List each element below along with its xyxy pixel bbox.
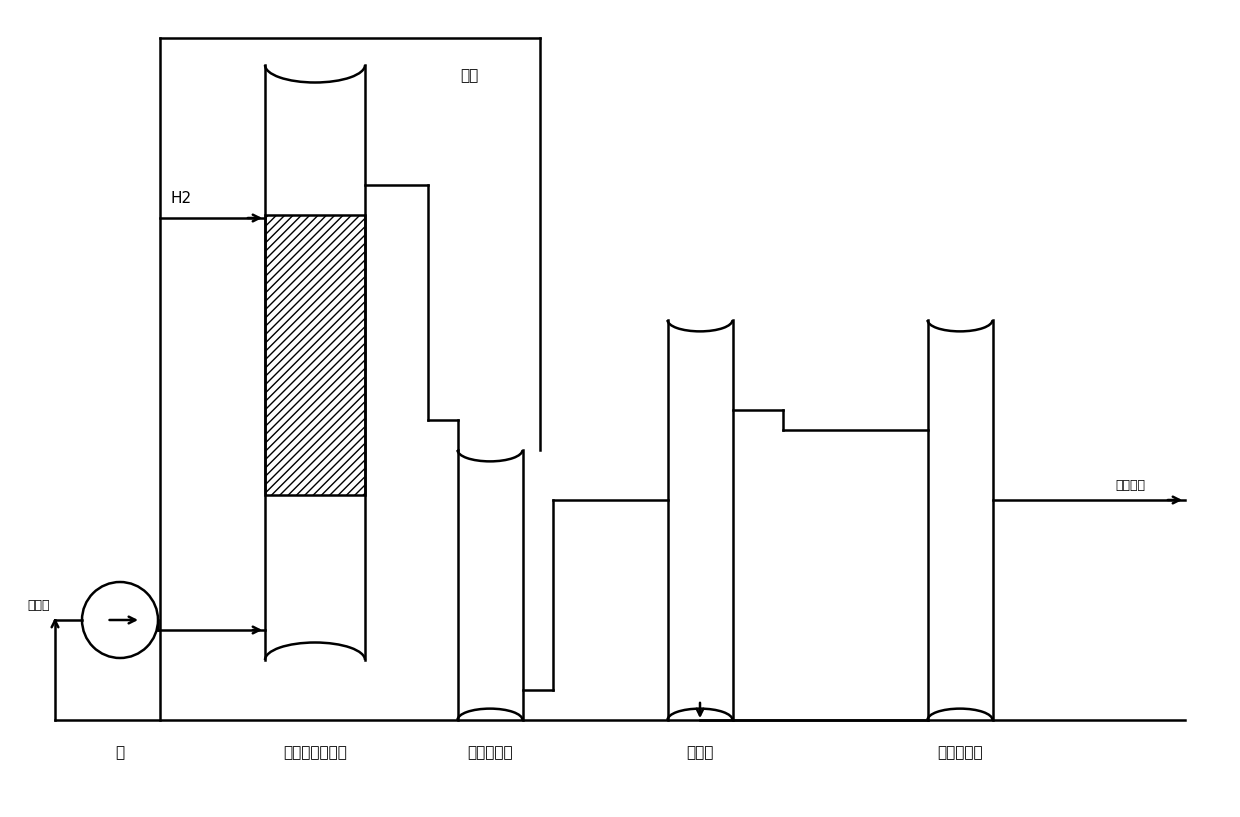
Text: 精己二胺: 精己二胺 [1115, 479, 1145, 492]
Text: 减压蒸馏塔: 减压蒸馏塔 [937, 745, 983, 760]
Text: H2: H2 [170, 191, 191, 206]
Text: 蒸发器: 蒸发器 [686, 745, 714, 760]
Bar [265, 215, 365, 495]
Text: 回氢: 回氢 [460, 68, 479, 83]
Text: 己二腈: 己二腈 [27, 599, 50, 612]
Text: 催化加氢反应器: 催化加氢反应器 [283, 745, 347, 760]
Text: 高压分离罐: 高压分离罐 [467, 745, 513, 760]
Text: 泵: 泵 [115, 745, 124, 760]
